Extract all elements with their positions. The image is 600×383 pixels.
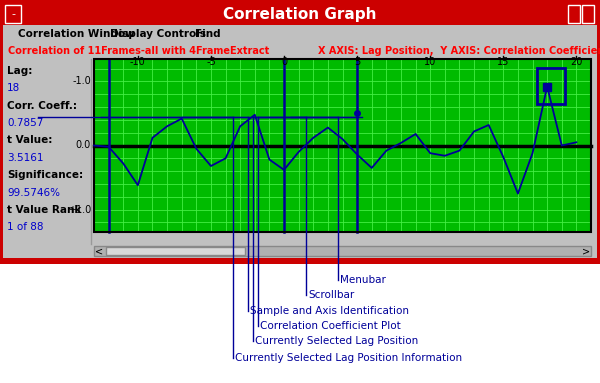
Text: Menubar: Menubar [340, 275, 386, 285]
Bar [3, 244, 597, 258]
Bar [94, 246, 591, 256]
Text: -10: -10 [130, 57, 146, 67]
Bar [568, 5, 580, 23]
Text: 3.5161: 3.5161 [7, 153, 44, 163]
Text: Correlation Graph: Correlation Graph [223, 7, 377, 21]
Text: Sample and Axis Identification: Sample and Axis Identification [250, 306, 409, 316]
Text: Currently Selected Lag Position Information: Currently Selected Lag Position Informat… [235, 353, 462, 363]
Text: 0.7857: 0.7857 [7, 118, 43, 128]
Bar [0, 264, 600, 383]
Bar [94, 59, 591, 232]
Bar [5, 5, 21, 23]
Text: Lag:: Lag: [7, 66, 32, 76]
Text: +1.0: +1.0 [68, 205, 91, 214]
Text: -1.0: -1.0 [72, 77, 91, 87]
Text: Significance:: Significance: [7, 170, 83, 180]
Text: 15: 15 [497, 57, 509, 67]
Bar [3, 3, 597, 257]
Bar [582, 5, 594, 23]
Text: Display Controls: Display Controls [110, 29, 206, 39]
Text: 10: 10 [424, 57, 436, 67]
Text: t Value Rank: t Value Rank [7, 205, 82, 215]
Text: Correlation of 11Frames-all with 4FrameExtract: Correlation of 11Frames-all with 4FrameE… [8, 46, 269, 56]
Bar [537, 68, 565, 104]
Text: -5: -5 [206, 57, 216, 67]
Bar [3, 3, 597, 25]
Text: 20: 20 [570, 57, 583, 67]
Bar [3, 43, 597, 59]
Text: 0: 0 [281, 57, 287, 67]
Text: 18: 18 [7, 83, 20, 93]
Bar [94, 59, 591, 232]
Text: Corr. Coeff.:: Corr. Coeff.: [7, 101, 77, 111]
Text: 0.0: 0.0 [76, 141, 91, 151]
Text: >: > [582, 246, 590, 256]
Text: Currently Selected Lag Position: Currently Selected Lag Position [255, 336, 418, 346]
Bar [3, 25, 597, 43]
Text: <: < [95, 246, 103, 256]
Bar [0, 258, 600, 264]
Text: X AXIS: Lag Position,  Y AXIS: Correlation Coefficient: X AXIS: Lag Position, Y AXIS: Correlatio… [318, 46, 600, 56]
Text: Find: Find [195, 29, 221, 39]
Text: 1 of 88: 1 of 88 [7, 222, 44, 232]
Bar [106, 247, 245, 255]
Bar [3, 59, 91, 244]
Text: -: - [11, 9, 15, 19]
Bar [0, 0, 600, 260]
Text: Correlation Window: Correlation Window [18, 29, 135, 39]
Text: Scrollbar: Scrollbar [308, 290, 354, 300]
Text: Correlation Coefficient Plot: Correlation Coefficient Plot [260, 321, 401, 331]
Text: 5: 5 [354, 57, 360, 67]
Text: t Value:: t Value: [7, 136, 52, 146]
Text: 99.5746%: 99.5746% [7, 188, 60, 198]
